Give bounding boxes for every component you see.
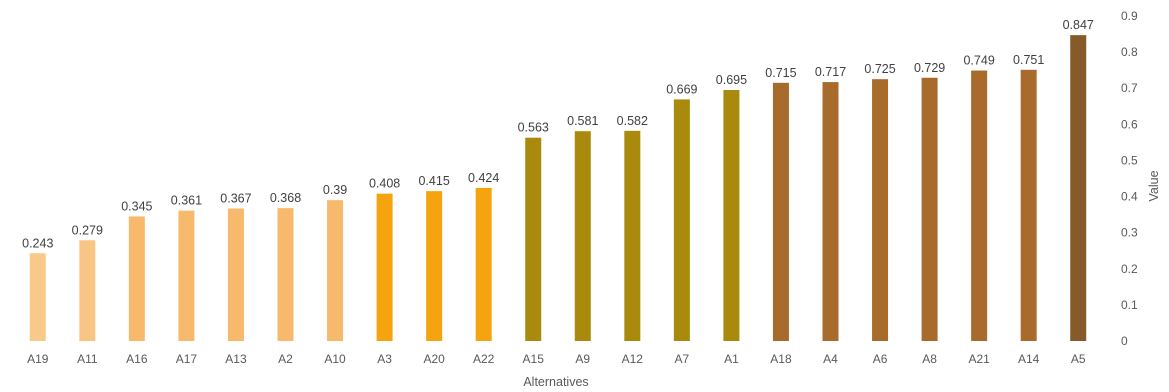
y-tick-label: 0.7 bbox=[1121, 81, 1138, 95]
bar-a21 bbox=[971, 70, 988, 341]
y-tick-label: 0.4 bbox=[1121, 190, 1138, 204]
data-label-a7: 0.669 bbox=[666, 82, 697, 96]
bar-a20 bbox=[426, 191, 443, 341]
data-label-a20: 0.415 bbox=[418, 174, 449, 188]
x-tick-label: A16 bbox=[126, 352, 148, 366]
x-tick-label: A18 bbox=[770, 352, 792, 366]
y-tick-label: 0 bbox=[1121, 334, 1128, 348]
y-tick-label: 0.9 bbox=[1121, 9, 1138, 23]
x-tick-label: A6 bbox=[873, 352, 888, 366]
data-label-a17: 0.361 bbox=[171, 194, 202, 208]
x-tick-label: A17 bbox=[176, 352, 198, 366]
data-label-a3: 0.408 bbox=[369, 177, 400, 191]
data-label-a21: 0.749 bbox=[963, 54, 994, 68]
x-tick-label: A13 bbox=[225, 352, 247, 366]
x-tick-label: A20 bbox=[423, 352, 445, 366]
bar-a10 bbox=[327, 200, 344, 341]
bar-a1 bbox=[723, 90, 740, 341]
x-tick-label: A3 bbox=[377, 352, 392, 366]
x-tick-label: A1 bbox=[724, 352, 739, 366]
data-label-a9: 0.581 bbox=[567, 114, 598, 128]
x-tick-label: A12 bbox=[622, 352, 644, 366]
x-tick-label: A14 bbox=[1018, 352, 1040, 366]
x-tick-label: A19 bbox=[27, 352, 49, 366]
bar-a3 bbox=[376, 193, 393, 341]
bar-a4 bbox=[822, 82, 839, 341]
x-tick-label: A4 bbox=[823, 352, 838, 366]
bar-a12 bbox=[624, 130, 641, 341]
y-tick-label: 0.3 bbox=[1121, 226, 1138, 240]
bar-a17 bbox=[178, 210, 195, 341]
bar-a22 bbox=[475, 187, 492, 341]
data-label-a2: 0.368 bbox=[270, 191, 301, 205]
data-label-a10: 0.39 bbox=[323, 183, 347, 197]
bar-a7 bbox=[673, 99, 690, 341]
y-tick-label: 0.6 bbox=[1121, 117, 1138, 131]
x-tick-label: A2 bbox=[278, 352, 293, 366]
data-label-a22: 0.424 bbox=[468, 171, 499, 185]
data-label-a13: 0.367 bbox=[220, 191, 251, 205]
y-tick-label: 0.5 bbox=[1121, 153, 1138, 167]
bar-a16 bbox=[128, 216, 145, 341]
data-label-a19: 0.243 bbox=[22, 236, 53, 250]
bars-group bbox=[29, 35, 1087, 341]
bar-a2 bbox=[277, 208, 294, 341]
data-label-a16: 0.345 bbox=[121, 199, 152, 213]
x-tick-label: A8 bbox=[922, 352, 937, 366]
bar-a6 bbox=[872, 79, 889, 341]
x-tick-label: A9 bbox=[575, 352, 590, 366]
x-tick-labels-group: A19 A11 A16 A17 A13 A2 A10 A3 A20 A22 A15 A9 A12 A7 A1… bbox=[27, 352, 1086, 366]
data-label-a1: 0.695 bbox=[716, 73, 747, 87]
data-labels-group: 0.243 0.279 0.345 0.361 0.367 0.368 0.39 0.408 0… bbox=[22, 18, 1094, 250]
data-label-a6: 0.725 bbox=[864, 62, 895, 76]
bar-a15 bbox=[525, 137, 542, 341]
x-tick-label: A15 bbox=[523, 352, 545, 366]
bar-a19 bbox=[29, 253, 46, 341]
y-axis-title: Value bbox=[1147, 170, 1161, 201]
bar-a13 bbox=[227, 208, 244, 341]
data-label-a4: 0.717 bbox=[815, 65, 846, 79]
x-tick-label: A11 bbox=[77, 352, 98, 366]
data-label-a14: 0.751 bbox=[1013, 53, 1044, 67]
bar-a18 bbox=[772, 82, 789, 341]
bar-a5 bbox=[1070, 35, 1087, 341]
y-tick-label: 0.8 bbox=[1121, 45, 1138, 59]
data-label-a15: 0.563 bbox=[518, 121, 549, 135]
x-tick-label: A5 bbox=[1071, 352, 1086, 366]
x-tick-label: A22 bbox=[473, 352, 495, 366]
y-tick-labels-group: 0 0.1 0.2 0.3 0.4 0.5 0.6 0.7 0.8 0.9 bbox=[1121, 9, 1138, 348]
data-label-a8: 0.729 bbox=[914, 61, 945, 75]
x-tick-label: A10 bbox=[324, 352, 346, 366]
x-tick-label: A21 bbox=[968, 352, 990, 366]
data-label-a12: 0.582 bbox=[617, 114, 648, 128]
data-label-a11: 0.279 bbox=[72, 223, 103, 237]
x-tick-label: A7 bbox=[675, 352, 690, 366]
x-axis-title: Alternatives bbox=[523, 375, 588, 389]
y-tick-label: 0.1 bbox=[1121, 298, 1138, 312]
bar-a11 bbox=[79, 240, 96, 341]
data-label-a5: 0.847 bbox=[1063, 18, 1094, 32]
bar-a8 bbox=[921, 77, 938, 341]
data-label-a18: 0.715 bbox=[765, 66, 796, 80]
y-tick-label: 0.2 bbox=[1121, 262, 1138, 276]
bar-a9 bbox=[574, 131, 591, 341]
bar-a14 bbox=[1020, 69, 1037, 341]
